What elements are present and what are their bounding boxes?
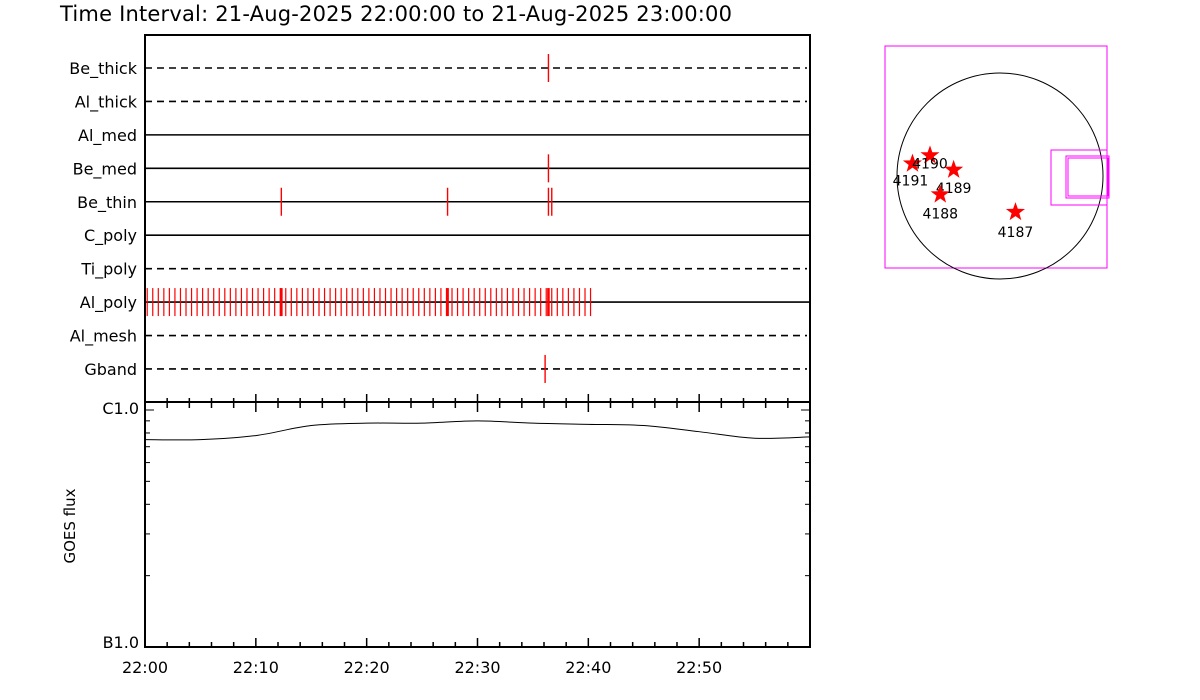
active-region-star: [902, 153, 922, 172]
timeline-row-label: Be_thin: [77, 193, 137, 213]
x-tick-label: 22:10: [233, 658, 279, 677]
goes-frame: [144, 401, 811, 648]
solar-disk: [896, 72, 1104, 280]
map-inner-box-outer: [1050, 149, 1108, 206]
timeline-row-label: Al_med: [78, 126, 137, 146]
timeline-row-label: C_poly: [84, 226, 137, 246]
goes-flux-panel: C1.0 B1.0 GOES flux 22:00 22:10 22:20 22:30 2…: [61, 399, 811, 677]
active-region-star: [944, 159, 964, 178]
goes-ylabel: GOES flux: [61, 488, 79, 563]
y-tick-label: B1.0: [103, 633, 139, 652]
active-region-label: 4188: [922, 207, 958, 223]
timeline-row-label: Al_mesh: [70, 327, 137, 347]
goes-flux-line: [144, 420, 811, 441]
timeline-row-label: Ti_poly: [80, 260, 137, 280]
x-tick-label: 22:50: [676, 658, 722, 677]
active-region-star: [920, 145, 940, 164]
active-region-label: 4187: [998, 225, 1034, 241]
timeline-row-label: Al_poly: [80, 293, 137, 313]
active-region-star: [1005, 202, 1025, 221]
map-inner-box: [1065, 155, 1110, 199]
x-tick-label: 22:40: [565, 658, 611, 677]
map-inner-box-2: [1067, 157, 1109, 197]
timeline-row-label: Be_med: [73, 159, 137, 179]
x-tick-label: 22:00: [122, 658, 168, 677]
timeline-row-label: Be_thick: [69, 59, 137, 79]
y-tick-label: C1.0: [102, 399, 139, 418]
timeline-row-label: Gband: [84, 360, 137, 379]
timeline-row-label: Al_thick: [75, 92, 138, 112]
active-region-label: 4190: [912, 156, 948, 172]
x-tick-label: 22:30: [454, 658, 500, 677]
active-region-star: [930, 184, 950, 203]
filter-timeline-panel: Be_thick Al_thick Al_med Be_med Be_thin C_pol…: [69, 34, 811, 403]
active-region-label: 4191: [893, 174, 929, 190]
page-title: Time Interval: 21-Aug-2025 22:00:00 to 2…: [60, 2, 733, 26]
x-tick-label: 22:20: [344, 658, 390, 677]
timeline-frame: [144, 34, 811, 403]
